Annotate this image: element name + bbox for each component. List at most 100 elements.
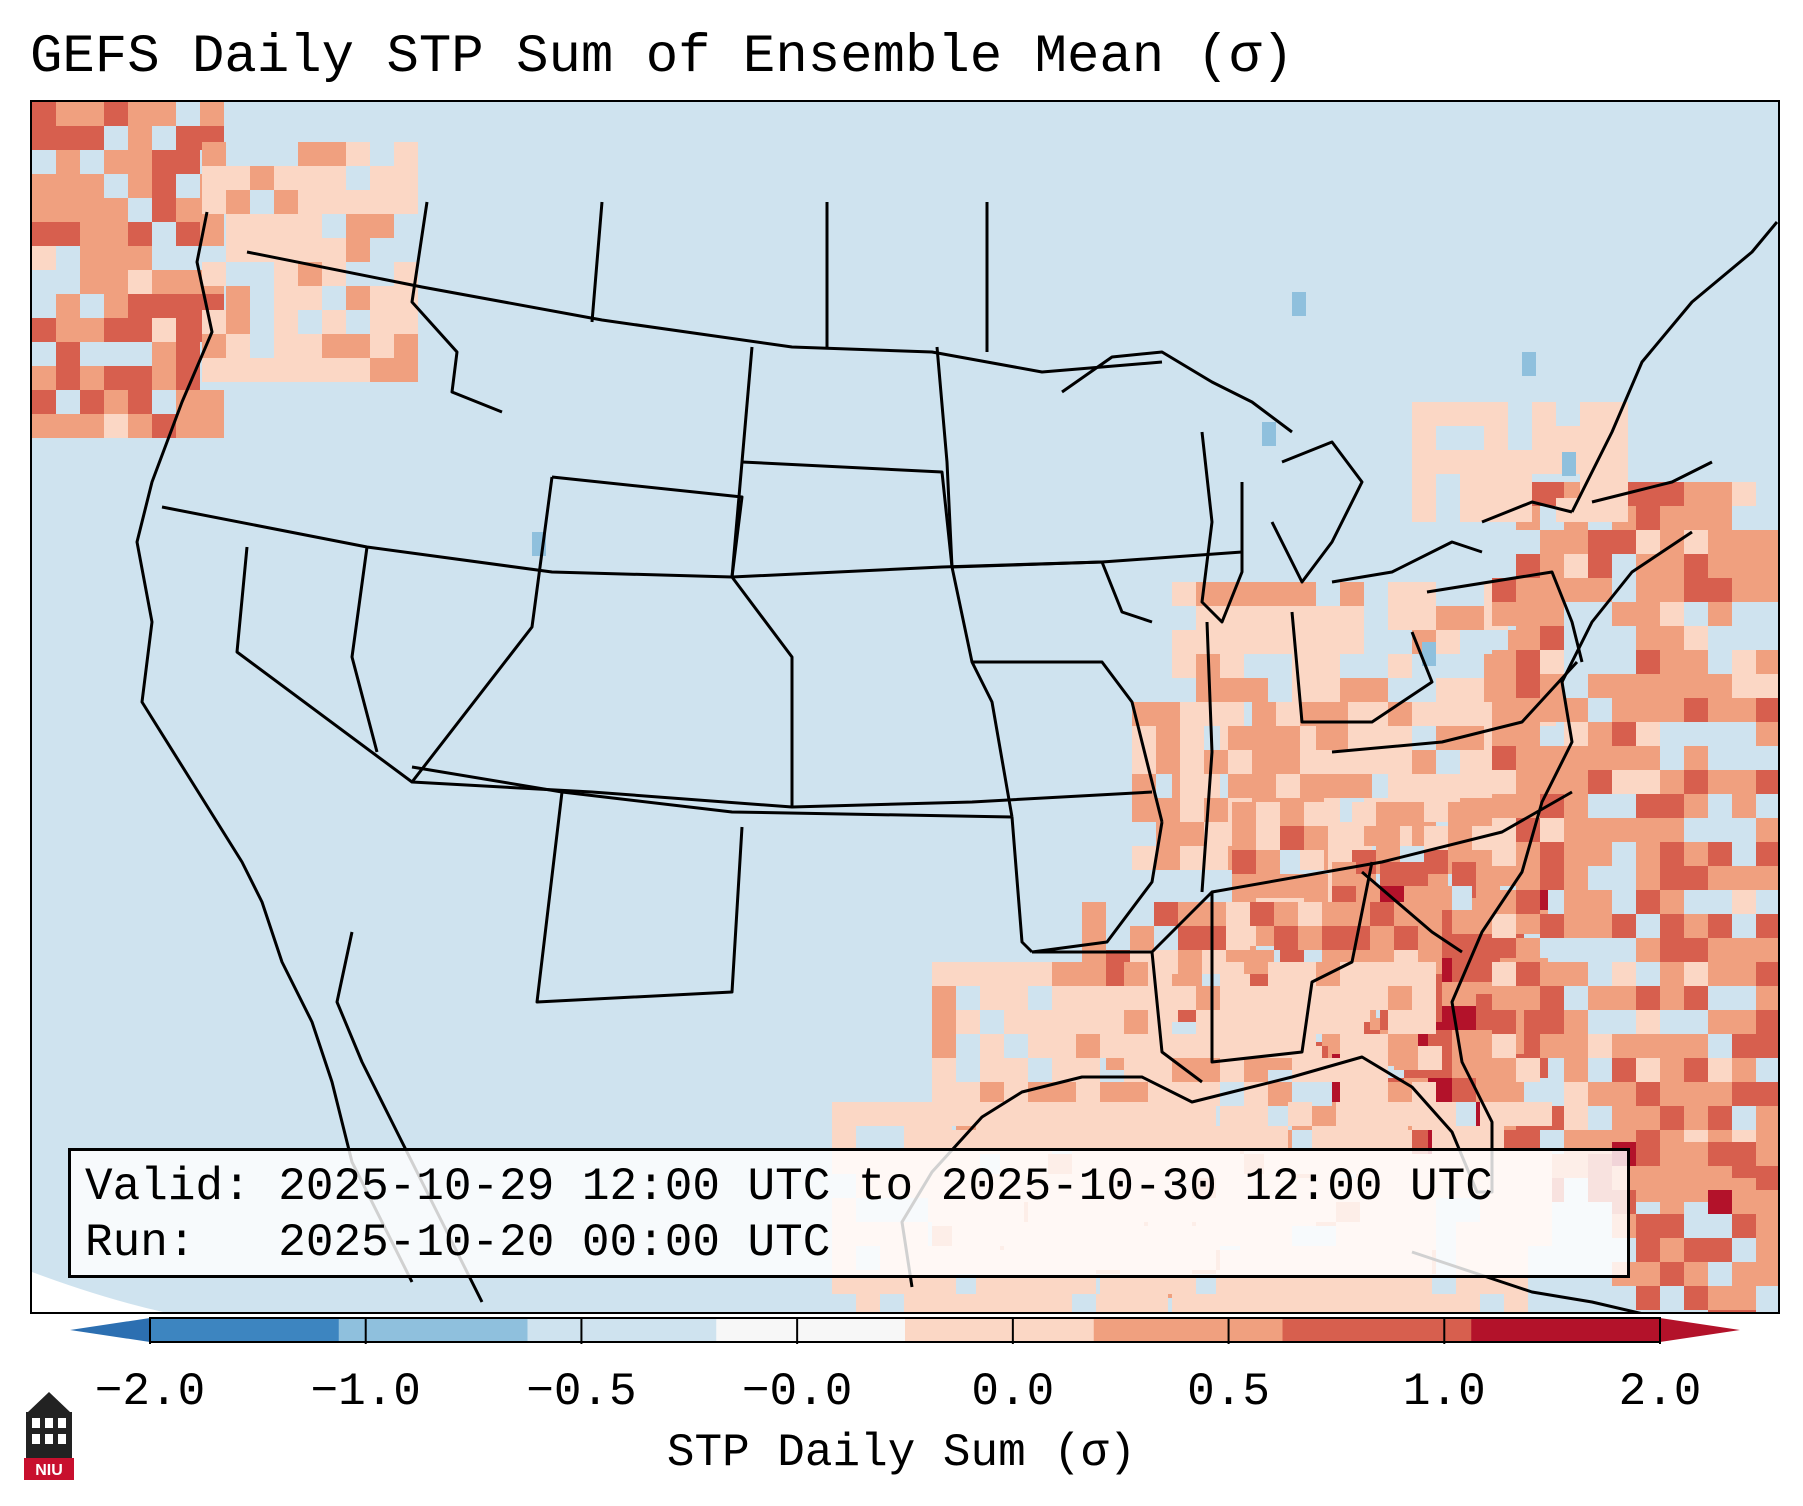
anomaly-cell: [1028, 1034, 1052, 1058]
anomaly-cell: [904, 1126, 928, 1150]
anomaly-cell: [1492, 770, 1516, 794]
anomaly-cell: [1460, 450, 1484, 474]
anomaly-cell: [274, 358, 298, 382]
anomaly-cell: [1756, 842, 1778, 866]
anomaly-cell: [274, 310, 298, 334]
anomaly-cell: [1244, 1034, 1268, 1058]
anomaly-cell: [1328, 826, 1352, 850]
anomaly-cell: [1660, 1262, 1684, 1286]
border-ia: [951, 560, 1153, 624]
anomaly-cell: [226, 166, 250, 190]
anomaly-cell: [1436, 606, 1460, 630]
anomaly-cell: [904, 1294, 928, 1312]
anomaly-cell: [1412, 426, 1436, 450]
border-nv-ut: [350, 546, 379, 753]
anomaly-cell: [1660, 890, 1684, 914]
anomaly-cell: [176, 222, 200, 246]
anomaly-cell: [1636, 722, 1660, 746]
anomaly-cell: [1636, 626, 1660, 650]
anomaly-cell: [394, 358, 418, 382]
anomaly-cell: [1130, 926, 1154, 950]
colorbar-tick-label: −0.5: [526, 1366, 637, 1418]
anomaly-cell: [176, 414, 200, 438]
anomaly-cell: [1460, 702, 1484, 726]
anomaly-cell: [1298, 926, 1322, 950]
anomaly-cell: [1144, 1294, 1168, 1312]
anomaly-cell: [80, 126, 104, 150]
canada-border: [246, 250, 1163, 374]
anomaly-cell: [1268, 606, 1292, 630]
anomaly-cell: [104, 198, 128, 222]
anomaly-cell: [1612, 1058, 1636, 1082]
anomaly-cell: [928, 1102, 952, 1126]
anomaly-cell: [1348, 774, 1372, 798]
anomaly-cell: [1588, 842, 1612, 866]
anomaly-cell: [1540, 626, 1564, 650]
anomaly-cell: [370, 190, 394, 214]
anomaly-cell: [1684, 674, 1708, 698]
anomaly-cell: [1324, 750, 1348, 774]
anomaly-cell: [322, 358, 346, 382]
anomaly-cell: [1436, 402, 1460, 426]
anomaly-cell: [1204, 702, 1228, 726]
anomaly-cell: [226, 358, 250, 382]
anomaly-cell: [298, 166, 322, 190]
lake-ontario: [1481, 500, 1573, 524]
anomaly-cell: [1636, 1238, 1660, 1262]
anomaly-cell: [1244, 986, 1268, 1010]
anomaly-cell: [1588, 530, 1612, 554]
anomaly-cell: [1516, 650, 1540, 674]
anomaly-cell: [1708, 554, 1732, 578]
anomaly-cell: [1756, 1082, 1778, 1106]
colorbar-segment: [150, 1318, 340, 1342]
anomaly-cell: [274, 190, 298, 214]
anomaly-cell: [1412, 450, 1436, 474]
colorbar-segment: [338, 1318, 528, 1342]
anomaly-cell: [1388, 702, 1412, 726]
anomaly-cell: [1756, 1262, 1778, 1286]
colorbar-tick-label: 0.5: [1187, 1366, 1270, 1418]
anomaly-cell: [1660, 578, 1684, 602]
anomaly-cell: [1708, 1286, 1732, 1310]
anomaly-cell: [1280, 826, 1304, 850]
anomaly-cell: [1364, 678, 1388, 702]
anomaly-cell: [1636, 842, 1660, 866]
anomaly-cell: [1312, 1126, 1336, 1150]
anomaly-cell: [1220, 1034, 1244, 1058]
anomaly-cell: [1492, 602, 1516, 626]
border-row-2: [235, 546, 1153, 809]
anomaly-cell: [202, 166, 226, 190]
anomaly-cell: [1684, 794, 1708, 818]
anomaly-cell: [226, 310, 250, 334]
anomaly-cell: [1448, 826, 1472, 850]
anomaly-cell: [1732, 1190, 1756, 1214]
border-ar: [1031, 821, 1164, 954]
anomaly-cell: [274, 286, 298, 310]
anomaly-cell: [1684, 482, 1708, 506]
anomaly-cell: [1684, 962, 1708, 986]
anomaly-cell: [226, 334, 250, 358]
anomaly-cell: [394, 190, 418, 214]
anomaly-cell: [1408, 1294, 1432, 1312]
anomaly-cell: [1436, 678, 1460, 702]
anomaly-cell: [1264, 1126, 1288, 1150]
anomaly-cell: [1322, 902, 1346, 926]
anomaly-cell: [1436, 630, 1460, 654]
anomaly-cell: [1216, 1294, 1240, 1312]
anomaly-cell: [1004, 962, 1028, 986]
anomaly-cell: [1252, 726, 1276, 750]
anomaly-cell: [1244, 606, 1268, 630]
anomaly-cell: [1636, 1010, 1660, 1034]
anomaly-cell: [1516, 602, 1540, 626]
colorbar-tick-label: −2.0: [94, 1366, 206, 1418]
anomaly-cell: [1220, 630, 1244, 654]
anomaly-cell: [856, 1294, 880, 1312]
anomaly-cell: [1264, 1294, 1288, 1312]
anomaly-cell: [370, 286, 394, 310]
anomaly-cell: [1228, 726, 1252, 750]
anomaly-cell: [1660, 1166, 1684, 1190]
anomaly-cell: [1280, 802, 1304, 826]
anomaly-cell: [1232, 826, 1256, 850]
anomaly-cell: [1564, 578, 1588, 602]
anomaly-cell: [1564, 770, 1588, 794]
